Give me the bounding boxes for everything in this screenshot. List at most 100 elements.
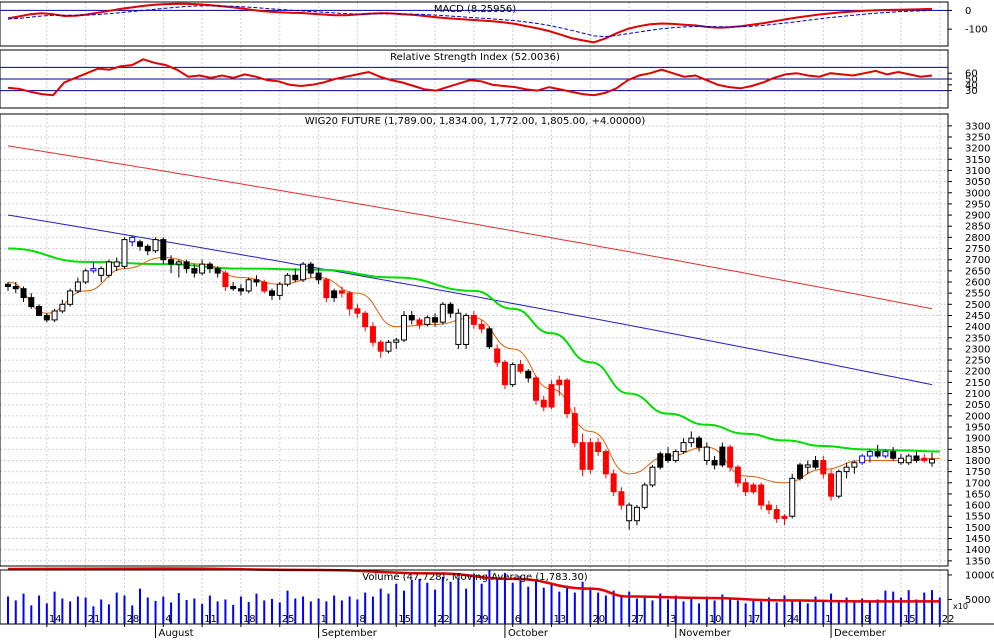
- candle-body: [43, 314, 50, 321]
- candle-body: [851, 462, 858, 468]
- candle: [408, 310, 415, 325]
- price-y-tick-label: 2950: [965, 199, 990, 210]
- price-y-tick-label: 2450: [965, 311, 990, 322]
- candle: [525, 369, 532, 383]
- month-label: December: [834, 628, 887, 638]
- candle-body: [393, 339, 400, 343]
- candle: [773, 505, 780, 523]
- candle: [346, 290, 353, 316]
- candle: [626, 502, 633, 530]
- candle-body: [323, 279, 330, 299]
- month-label: November: [679, 628, 732, 638]
- x-tick-label: 4: [165, 614, 171, 625]
- x-tick-label: 13: [554, 614, 567, 625]
- candle: [28, 293, 35, 309]
- macd-panel-frame: [0, 1, 949, 47]
- candle-body: [51, 310, 58, 321]
- candle-body: [509, 364, 516, 386]
- x-tick-label: 25: [282, 614, 295, 625]
- candle: [105, 259, 112, 278]
- candle-body: [28, 297, 35, 308]
- x-tick-label: 28: [126, 614, 139, 625]
- candle-body: [494, 348, 501, 363]
- candle-body: [618, 491, 625, 506]
- candle-body: [859, 455, 866, 464]
- candle: [579, 433, 586, 477]
- rsi-line: [7, 58, 933, 97]
- sma50-line: [7, 247, 940, 453]
- price-y-tick-label: 3150: [965, 155, 990, 166]
- candle-body: [261, 281, 268, 292]
- macd-y-tick-label: 0: [965, 6, 971, 17]
- candle: [98, 266, 105, 282]
- candle: [315, 268, 322, 285]
- x-tick-label: 15: [903, 614, 916, 625]
- candle-body: [276, 283, 283, 296]
- price-y-tick-label: 2650: [965, 266, 990, 277]
- candle-body: [129, 236, 136, 243]
- candle-body: [362, 312, 369, 328]
- candle-body: [463, 314, 470, 345]
- candle-body: [579, 442, 586, 470]
- candle: [230, 281, 237, 291]
- candle: [820, 456, 827, 479]
- candle-body: [789, 477, 796, 517]
- candle: [51, 308, 58, 323]
- candle-body: [478, 323, 485, 330]
- price-y-tick-label: 2750: [965, 244, 990, 255]
- price-y-tick-label: 1650: [965, 489, 990, 500]
- price-y-tick-label: 2400: [965, 322, 990, 333]
- candle-body: [835, 471, 842, 497]
- macd-macd-line: [7, 2, 933, 44]
- candle-body: [703, 446, 710, 461]
- candle: [913, 451, 920, 463]
- candle-body: [307, 263, 314, 274]
- candle-body: [556, 379, 563, 386]
- candle: [199, 259, 206, 276]
- candle-body: [82, 270, 89, 283]
- candle: [276, 281, 283, 300]
- volume-title: Volume (47,728), Moving Average (1,783.3…: [362, 572, 588, 583]
- candle-body: [734, 466, 741, 484]
- candle-body: [587, 442, 594, 470]
- candle-body: [455, 312, 462, 345]
- price-y-tick-label: 1750: [965, 467, 990, 478]
- candle-body: [385, 341, 392, 352]
- candle: [789, 473, 796, 519]
- price-y-tick-label: 1800: [965, 456, 990, 467]
- x-tick-label: 3: [670, 614, 676, 625]
- candle: [300, 261, 307, 282]
- candle: [74, 277, 81, 294]
- price-y-tick-label: 1850: [965, 445, 990, 456]
- candle: [665, 447, 671, 463]
- price-y-tick-label: 1450: [965, 534, 990, 545]
- candle-body: [571, 413, 578, 444]
- price-y-tick-label: 2600: [965, 277, 990, 288]
- candle: [509, 362, 516, 387]
- price-y-tick-label: 2500: [965, 300, 990, 311]
- candle: [781, 514, 788, 526]
- candle: [602, 449, 609, 479]
- candle-body: [20, 288, 27, 299]
- candle: [835, 469, 842, 499]
- candle-body: [797, 464, 803, 479]
- candle: [160, 237, 167, 265]
- rsi-title: Relative Strength Index (52.0036): [390, 52, 560, 63]
- x-tick-label: 1: [825, 614, 831, 625]
- x-tick-label: 18: [243, 614, 256, 625]
- candle-body: [773, 509, 780, 519]
- candle: [758, 482, 765, 510]
- candle-body: [439, 303, 446, 323]
- candle-body: [874, 451, 881, 457]
- candle: [191, 264, 198, 278]
- candle: [866, 449, 873, 463]
- price-y-tick-label: 3050: [965, 177, 990, 188]
- candle-body: [765, 504, 772, 511]
- candle-body: [331, 290, 338, 299]
- candle-body: [657, 453, 664, 468]
- candle: [20, 286, 27, 303]
- candle-body: [5, 283, 11, 287]
- price-y-tick-label: 2900: [965, 211, 990, 222]
- candle: [696, 435, 703, 452]
